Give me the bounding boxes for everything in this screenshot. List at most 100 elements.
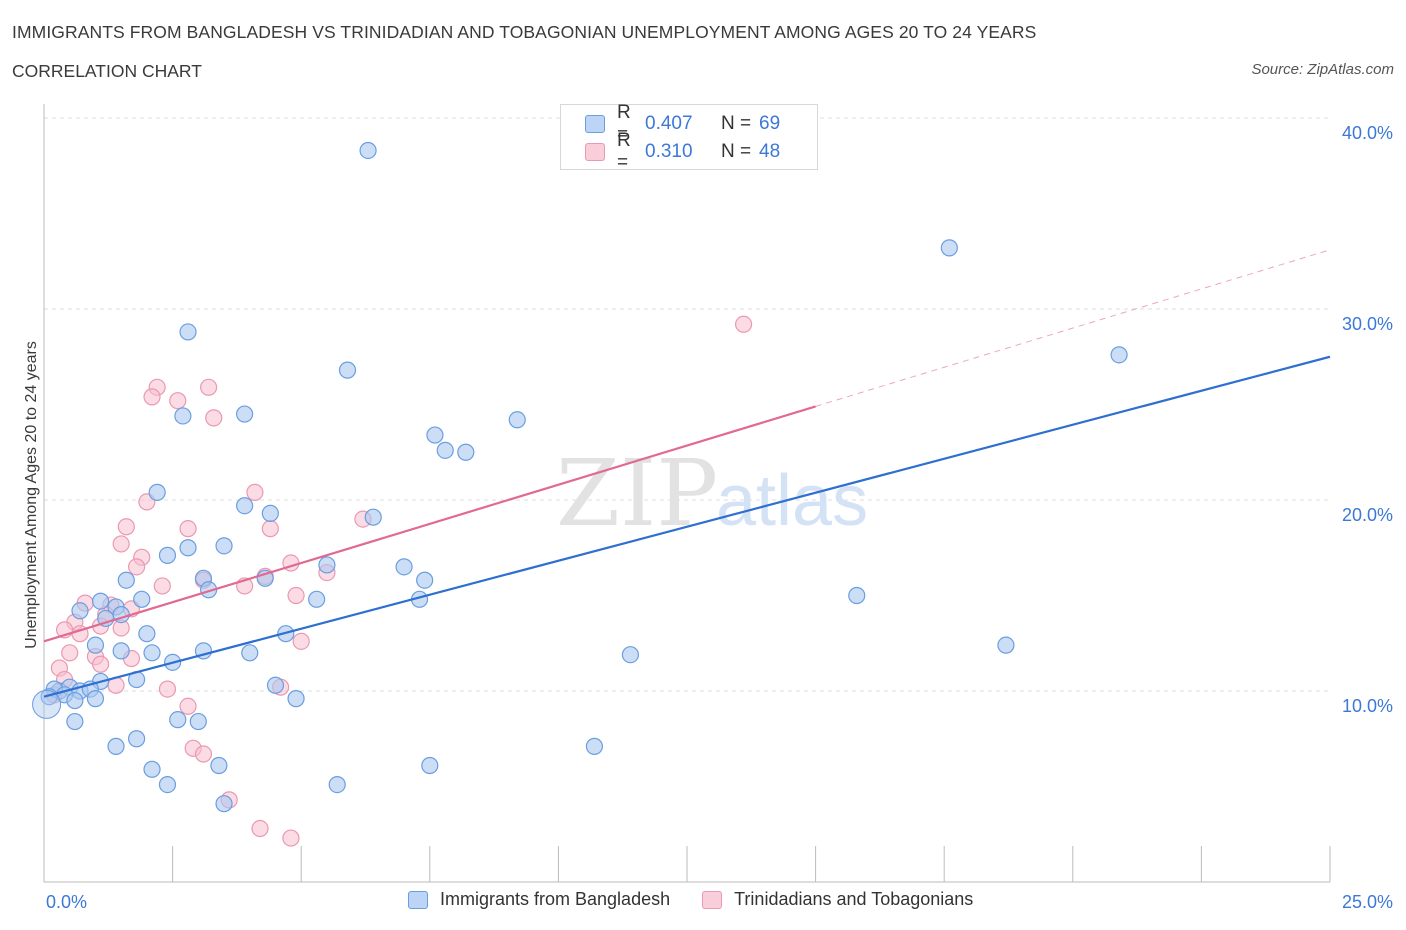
data-point-trinidadians — [282, 829, 300, 847]
data-point-bangladesh — [117, 571, 135, 589]
data-point-bangladesh — [107, 737, 125, 755]
y-tick-label: 10.0% — [1342, 696, 1393, 716]
data-point-bangladesh — [174, 407, 192, 425]
data-point-bangladesh — [426, 426, 444, 444]
data-point-bangladesh — [395, 558, 413, 576]
data-point-bangladesh — [86, 636, 105, 654]
legend-item-trinidadians[interactable]: Trinidadians and Tobagonians — [702, 889, 973, 910]
data-point-bangladesh — [86, 690, 105, 708]
data-point-trinidadians — [169, 392, 187, 410]
data-point-trinidadians — [734, 315, 753, 333]
series-bangladesh-points — [32, 141, 1128, 813]
data-point-bangladesh — [143, 644, 161, 662]
tick-labels: 10.0% 20.0% 30.0% 40.0% 0.0% 25.0% — [46, 123, 1393, 912]
x-tick-label: 0.0% — [46, 892, 87, 912]
data-point-bangladesh — [621, 646, 640, 664]
data-point-bangladesh — [457, 443, 475, 461]
data-point-bangladesh — [1110, 346, 1128, 364]
data-point-bangladesh-cluster — [32, 689, 62, 719]
data-point-trinidadians — [179, 520, 197, 538]
data-point-trinidadians — [251, 819, 269, 838]
legend-r-label: R = — [617, 102, 631, 145]
data-point-trinidadians — [179, 697, 197, 715]
legend-row-trinidadians: R = 0.310 N = 48 — [585, 130, 781, 173]
data-point-bangladesh — [236, 497, 254, 515]
data-point-bangladesh — [210, 756, 228, 775]
data-point-bangladesh — [241, 644, 259, 662]
trend-line-trinidadians — [43, 405, 816, 643]
legend-swatch-pink — [702, 890, 723, 909]
data-point-bangladesh — [940, 239, 958, 257]
data-point-trinidadians — [158, 680, 177, 698]
data-point-bangladesh — [236, 405, 254, 423]
source-label: Source: ZipAtlas.com — [1251, 61, 1394, 78]
legend-n-label: N = — [721, 141, 752, 162]
data-point-bangladesh — [359, 141, 377, 160]
legend-n-value: 69 — [759, 113, 781, 134]
correlation-legend: R = 0.407 N = 69 R = 0.310 N = 48 — [560, 102, 818, 173]
data-point-trinidadians — [200, 378, 218, 396]
data-point-bangladesh — [364, 508, 382, 526]
data-point-bangladesh — [261, 504, 279, 522]
legend-label-bangladesh: Immigrants from Bangladesh — [440, 889, 671, 909]
data-point-trinidadians — [117, 518, 135, 536]
chart-title: IMMIGRANTS FROM BANGLADESH VS TRINIDADIA… — [12, 22, 1037, 42]
chart-subtitle: CORRELATION CHART — [12, 61, 202, 81]
watermark: ZIP atlas — [556, 440, 868, 547]
data-point-bangladesh — [215, 795, 233, 813]
data-point-trinidadians — [143, 388, 161, 406]
data-point-bangladesh — [112, 642, 130, 660]
data-point-bangladesh — [585, 737, 604, 755]
data-point-bangladesh — [189, 712, 207, 731]
gridlines — [44, 117, 1330, 692]
data-point-bangladesh — [997, 636, 1015, 654]
data-point-trinidadians — [61, 644, 79, 662]
data-point-bangladesh — [143, 760, 161, 778]
data-point-bangladesh — [421, 756, 439, 775]
data-point-bangladesh — [215, 537, 233, 555]
data-point-bangladesh — [436, 441, 454, 459]
data-point-trinidadians — [194, 745, 213, 763]
data-point-trinidadians — [91, 655, 110, 673]
data-point-bangladesh — [133, 590, 151, 608]
data-point-bangladesh — [266, 676, 285, 694]
data-point-bangladesh — [40, 688, 58, 706]
data-point-bangladesh — [308, 590, 326, 608]
data-point-trinidadians — [292, 632, 310, 650]
data-point-trinidadians — [127, 558, 146, 576]
y-tick-label: 20.0% — [1342, 505, 1393, 525]
data-point-bangladesh — [318, 556, 336, 574]
legend-item-bangladesh[interactable]: Immigrants from Bangladesh — [408, 889, 670, 910]
legend-r-label: R = — [617, 130, 631, 173]
legend-swatch-blue — [408, 890, 428, 909]
data-point-bangladesh — [328, 775, 346, 794]
data-point-trinidadians — [246, 483, 264, 501]
data-point-bangladesh — [508, 411, 526, 429]
data-point-bangladesh — [66, 712, 84, 731]
data-point-bangladesh — [338, 361, 357, 379]
data-point-bangladesh — [158, 546, 177, 564]
legend-row-bangladesh: R = 0.407 N = 69 — [585, 102, 781, 145]
watermark-atlas: atlas — [716, 461, 868, 541]
data-point-bangladesh — [66, 691, 84, 710]
data-point-bangladesh — [138, 625, 156, 643]
data-point-bangladesh — [287, 690, 305, 708]
legend-swatch-pink — [585, 143, 605, 161]
data-point-trinidadians — [287, 586, 305, 605]
trend-line-bangladesh — [43, 355, 1331, 698]
data-point-bangladesh — [91, 592, 110, 610]
data-point-trinidadians — [112, 535, 130, 553]
axes — [43, 104, 1331, 883]
data-point-bangladesh — [158, 775, 177, 794]
trend-line-trinidadians-extension — [815, 249, 1331, 407]
legend-n-label: N = — [721, 113, 752, 134]
data-point-bangladesh — [127, 730, 146, 748]
data-point-trinidadians — [261, 520, 279, 538]
legend-label-trinidadians: Trinidadians and Tobagonians — [734, 889, 974, 909]
series-legend: Immigrants from Bangladesh Trinidadians … — [408, 889, 1005, 910]
data-point-trinidadians — [153, 577, 171, 595]
data-point-bangladesh — [148, 483, 166, 501]
legend-n-value: 48 — [759, 141, 781, 162]
x-tick-label: 25.0% — [1342, 892, 1393, 912]
data-point-bangladesh — [179, 539, 197, 557]
